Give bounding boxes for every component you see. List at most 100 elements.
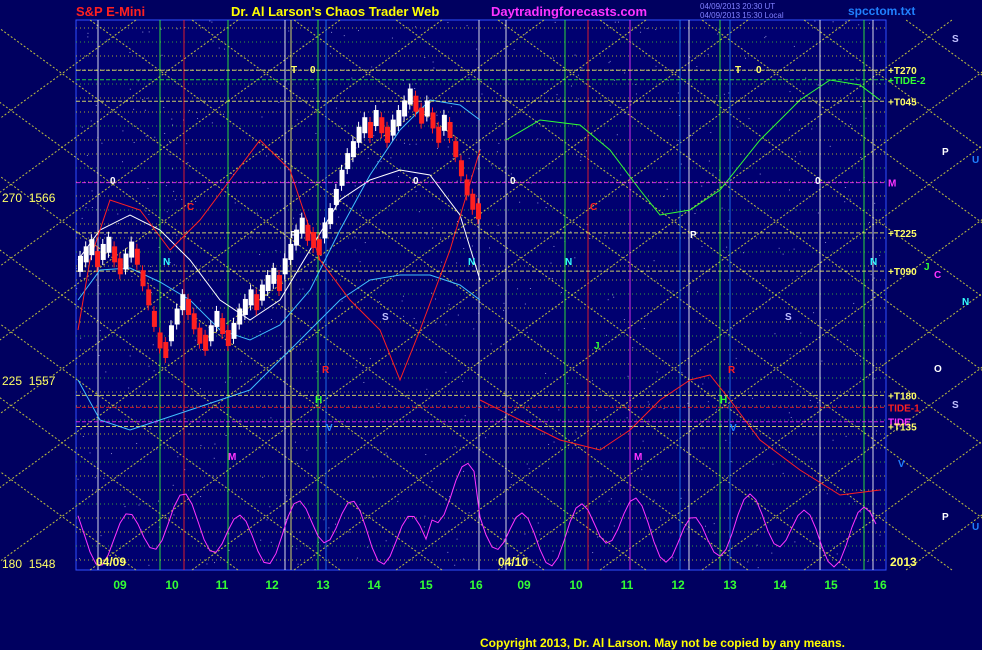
star-dot (398, 176, 400, 178)
star-dot (537, 138, 539, 140)
star-dot (331, 31, 333, 33)
star-dot (545, 372, 547, 374)
star-dot (503, 302, 505, 304)
star-dot (705, 525, 707, 527)
star-dot (79, 558, 81, 560)
star-dot (510, 484, 512, 486)
x-tick-label: 11 (216, 578, 229, 592)
star-dot (182, 409, 184, 411)
star-dot (138, 504, 140, 506)
star-dot (651, 390, 653, 392)
star-dot (575, 431, 577, 433)
star-dot (313, 87, 315, 89)
star-dot (199, 300, 201, 302)
star-dot (574, 54, 576, 56)
planet-marker: N (468, 257, 475, 268)
star-dot (646, 28, 648, 30)
star-dot (728, 220, 730, 222)
star-dot (844, 201, 846, 203)
star-dot (117, 222, 119, 224)
star-dot (828, 231, 830, 233)
star-dot (209, 20, 211, 22)
star-dot (613, 525, 615, 527)
star-dot (485, 437, 487, 439)
x-tick-label: 16 (873, 578, 887, 592)
star-dot (788, 189, 790, 191)
star-dot (694, 213, 696, 215)
star-dot (554, 21, 556, 23)
star-dot (799, 151, 801, 153)
star-dot (447, 22, 449, 24)
star-dot (162, 293, 164, 295)
planet-marker: 0 (510, 176, 516, 187)
star-dot (552, 57, 554, 59)
star-dot (607, 299, 609, 301)
star-dot (793, 248, 795, 250)
star-dot (722, 250, 724, 252)
star-dot (586, 223, 588, 225)
star-dot (552, 550, 554, 552)
star-dot (680, 163, 682, 165)
right-marker: O (934, 364, 942, 375)
star-dot (689, 56, 691, 58)
star-dot (266, 155, 268, 157)
plot-area (75, 19, 887, 571)
star-dot (176, 234, 178, 236)
star-dot (696, 65, 698, 67)
star-dot (386, 454, 388, 456)
star-dot (529, 287, 531, 289)
star-dot (796, 275, 798, 277)
star-dot (620, 106, 622, 108)
star-dot (161, 54, 163, 56)
site-link[interactable]: Daytradingforecasts.com (491, 4, 648, 19)
star-dot (473, 71, 475, 73)
star-dot (666, 188, 668, 190)
star-dot (832, 439, 834, 441)
star-dot (480, 303, 482, 305)
diagonal-line (701, 366, 982, 571)
star-dot (171, 118, 173, 120)
star-dot (731, 426, 733, 428)
planet-marker: N (163, 257, 170, 268)
star-dot (848, 503, 850, 505)
star-dot (794, 541, 796, 543)
star-dot (608, 62, 610, 64)
star-dot (642, 440, 644, 442)
star-dot (424, 56, 426, 58)
star-dot (149, 428, 151, 430)
star-dot (540, 344, 542, 346)
star-dot (759, 100, 761, 102)
star-dot (234, 202, 236, 204)
star-dot (677, 92, 679, 94)
star-dot (184, 418, 186, 420)
star-dot (260, 539, 262, 541)
star-dot (440, 239, 442, 241)
star-dot (580, 159, 582, 161)
star-dot (614, 21, 616, 23)
star-dot (212, 40, 214, 42)
star-dot (90, 120, 92, 122)
star-dot (156, 448, 158, 450)
star-dot (415, 26, 417, 28)
star-dot (330, 53, 332, 55)
star-dot (643, 327, 645, 329)
star-dot (468, 77, 470, 79)
star-dot (212, 475, 214, 477)
planet-marker: R (322, 365, 330, 376)
planet-marker: S (382, 312, 389, 323)
star-dot (262, 365, 264, 367)
star-dot (721, 207, 723, 209)
star-dot (99, 350, 101, 352)
star-dot (597, 536, 599, 538)
x-tick-label: 12 (671, 578, 685, 592)
level-label: TIDE-1 (888, 403, 920, 414)
star-dot (250, 236, 252, 238)
planet-marker: R (728, 365, 736, 376)
star-dot (838, 102, 840, 104)
x-tick-label: 10 (569, 578, 583, 592)
planet-marker: M (634, 452, 642, 463)
star-dot (865, 117, 867, 119)
diagonal-line (803, 440, 982, 571)
star-dot (858, 24, 860, 26)
star-dot (390, 157, 392, 159)
